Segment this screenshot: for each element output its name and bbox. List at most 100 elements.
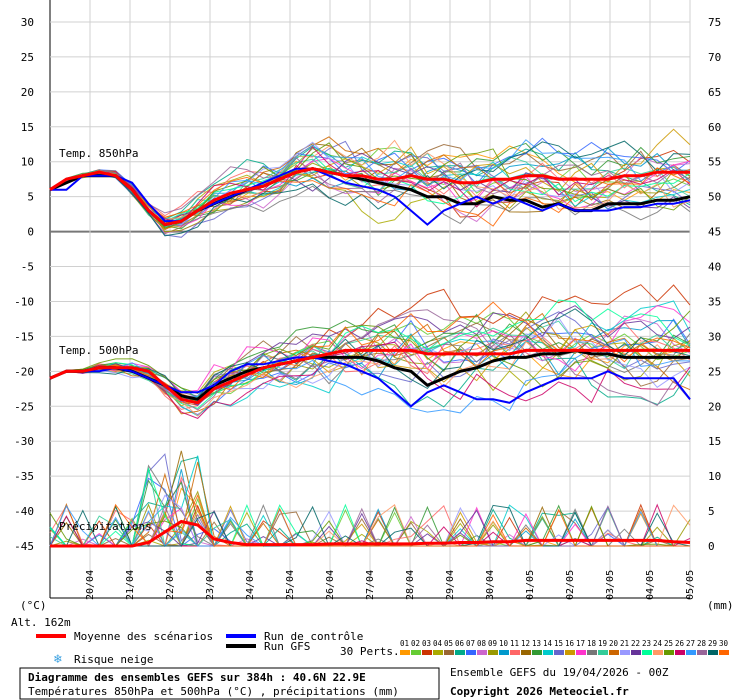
right-tick-label: 30 [708,330,721,343]
pert-legend-swatch [708,650,718,655]
date-axis: 20/04 21/04 22/04 23/04 24/04 25/04 26/04 27/04… [85,570,696,600]
right-tick-label: 5 [708,505,715,518]
left-tick-label: -5 [21,261,34,274]
left-tick-label: 25 [21,51,34,64]
date-tick-label: 04/05 [645,570,656,600]
pert-legend-swatch [631,650,641,655]
right-tick-label: 10 [708,470,721,483]
legend-perts-label: 30 Perts. [340,645,400,658]
pert-legend-label: 01 [400,639,409,648]
left-tick-label: 10 [21,156,34,169]
right-tick-label: 20 [708,400,721,413]
pert-legend-swatch [576,650,586,655]
right-tick-label: 65 [708,86,721,99]
date-tick-label: 01/05 [525,570,536,600]
date-tick-label: 24/04 [245,570,256,600]
pert-legend-swatch [433,650,443,655]
pert-legend-label: 28 [697,639,707,648]
left-tick-label: 0 [27,226,34,239]
pert-t850-line [49,140,691,237]
date-tick-label: 20/04 [85,570,96,600]
right-tick-label: 40 [708,261,721,274]
pert-legend-swatch [400,650,410,655]
pert-legend-label: 07 [466,639,475,648]
date-tick-label: 05/05 [685,570,696,600]
pert-legend-swatch [422,650,432,655]
left-tick-label: 15 [21,121,34,134]
pert-legend-label: 23 [642,639,651,648]
date-tick-label: 25/04 [285,570,296,600]
pert-legend-label: 14 [543,639,553,648]
mean-t850-line [49,167,690,227]
date-tick-label: 22/04 [165,570,176,600]
pert-t500-line [49,341,691,419]
pert-legend-swatch [466,650,476,655]
pert-legend-swatch [565,650,575,655]
pert-legend-label: 02 [411,639,420,648]
pert-legend-swatch [543,650,553,655]
date-tick-label: 28/04 [405,570,416,600]
pert-legend-swatch [642,650,652,655]
right-tick-label: 35 [708,295,721,308]
date-tick-label: 26/04 [325,570,336,600]
control-t500-line [49,356,691,408]
pert-legend-label: 19 [598,639,607,648]
right-tick-label: 50 [708,191,721,204]
pert-legend-swatch [598,650,608,655]
right-tick-label: 55 [708,156,721,169]
pert-legend-swatch [587,650,597,655]
pert-legend-label: 11 [510,639,519,648]
left-tick-label: 30 [21,16,34,29]
mean-precip-line [50,519,691,548]
copyright: Copyright 2026 Meteociel.fr [450,685,629,698]
right-tick-label: 0 [708,540,715,553]
legend-gfs-label: Run GFS [264,640,310,653]
pert-legend-label: 08 [477,639,487,648]
pert-legend-label: 12 [521,639,530,648]
pert-legend-label: 22 [631,639,640,648]
left-tick-label: -40 [14,505,34,518]
pert-t850-line [49,156,691,214]
left-tick-label: -25 [14,400,34,413]
pert-legend-swatch [554,650,564,655]
source-line: Ensemble GEFS du 19/04/2026 - 00Z [450,666,669,679]
left-axis: 30 25 20 15 10 5 0 -5 -10 -15 -20 -25 -30 -35 -40 -45 [14,16,34,553]
left-tick-label: -35 [14,470,34,483]
pert-legend-label: 15 [554,639,563,648]
left-tick-label: -30 [14,435,34,448]
right-tick-label: 70 [708,51,721,64]
pert-legend-label: 20 [609,639,619,648]
pert-legend-swatch [488,650,498,655]
pert-legend-swatch [499,650,509,655]
grid [49,0,691,599]
panel-label-t500: Temp. 500hPa [59,344,138,357]
pert-legend-swatch [675,650,685,655]
pert-legend-swatch [620,650,630,655]
date-tick-label: 02/05 [565,570,576,600]
pert-t850-line [49,136,691,231]
right-tick-label: 25 [708,365,721,378]
pert-legend-label: 16 [565,639,575,648]
altitude-label: Alt. 162m [11,616,71,629]
pert-t850-line [49,152,691,220]
chart-title: Diagramme des ensembles GEFS sur 384h : … [28,671,366,684]
pert-legend-swatch [697,650,707,655]
pert-legend-swatch [510,650,520,655]
pert-legend-swatch [532,650,542,655]
right-tick-label: 15 [708,435,721,448]
pert-legend-swatch [719,650,729,655]
main-series [49,167,691,548]
pert-legend-swatch [521,650,531,655]
right-tick-label: 60 [708,121,721,134]
pert-legend-label: 13 [532,639,541,648]
pert-legend-swatch [455,650,465,655]
pert-legend-swatch [444,650,454,655]
panel-label-precip: Précipitations [59,520,152,533]
pert-t500-line [49,335,691,408]
pert-legend-label: 05 [444,639,453,648]
left-tick-label: 5 [27,191,34,204]
date-tick-label: 27/04 [365,570,376,600]
pert-legend-swatch [477,650,487,655]
